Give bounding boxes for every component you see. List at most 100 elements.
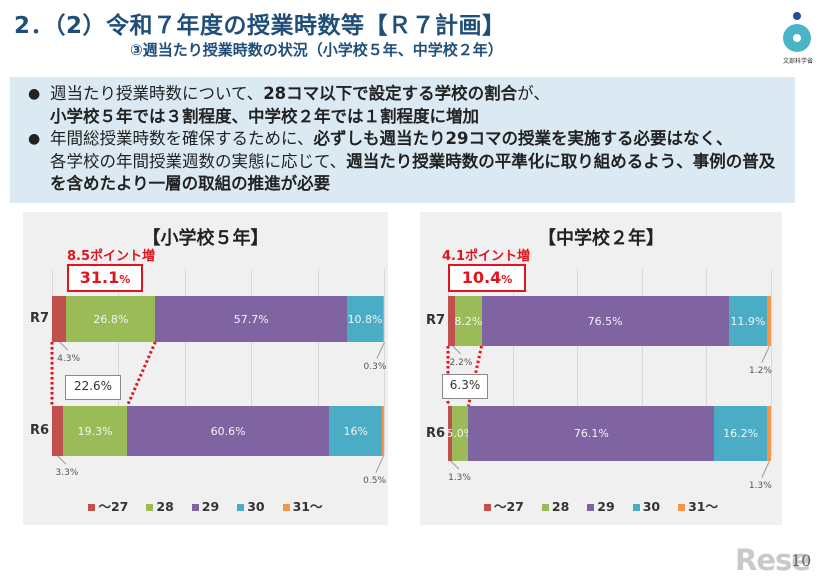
page-title: 2．（2）令和７年度の授業時数等【Ｒ７計画】: [14, 13, 506, 39]
legend-item: ～27: [88, 496, 128, 515]
legend-item: 29: [587, 499, 615, 514]
stacked-bar-r7: 8.2% 76.5% 11.9%: [448, 296, 771, 346]
legend-swatch-icon: [587, 504, 595, 511]
legend-item: 30: [632, 499, 660, 514]
bar-segment: 10.8%: [347, 296, 383, 342]
leader-line: [761, 346, 770, 363]
increase-label: 4.1ポイント増: [442, 249, 531, 264]
bar-segment: [766, 406, 771, 461]
legend-item: 30: [237, 499, 265, 514]
bar-segment: [52, 406, 63, 456]
summary-box: ● 週当たり授業時数について、28コマ以下で設定する学校の割合が、 小学校５年で…: [10, 77, 795, 203]
summary-bullet-2: ● 年間総授業時数を確保するために、必ずしも週当たり29コマの授業を実施する必要…: [20, 128, 785, 196]
bullet-2-text-2: 各学校の年間授業週数の実態に応じて、: [50, 151, 347, 171]
legend-item: 29: [191, 499, 219, 514]
bullet-1-text: 週当たり授業時数について、: [50, 84, 264, 103]
logo-wheel-icon: [783, 24, 811, 52]
row-label-r6: R6: [30, 423, 50, 438]
legend-swatch-icon: [282, 504, 290, 511]
bullet-1-bold-2: 小学校５年では３割程度、中学校２年では１割程度に増加: [50, 106, 479, 126]
chart-title: 【中学校２年】: [538, 228, 664, 249]
data-label: 4.3%: [57, 354, 81, 364]
legend-swatch-icon: [191, 504, 199, 511]
page-number: 10: [791, 551, 812, 570]
gridline: [577, 269, 579, 455]
legend-swatch-icon: [541, 504, 549, 511]
row-label-r7: R7: [30, 311, 50, 326]
gridline: [251, 269, 253, 455]
bar-segment: 19.3%: [62, 406, 128, 456]
bar-segment: 26.8%: [66, 296, 156, 342]
r6-total-box: 6.3%: [442, 374, 488, 399]
bar-segment: [382, 296, 384, 342]
bar-segment: 16.2%: [714, 406, 767, 461]
gridline: [641, 269, 643, 455]
legend-item: 31～: [678, 496, 718, 515]
data-label: 0.3%: [363, 362, 387, 372]
bar-segment: 5.0%: [446, 406, 474, 461]
data-label: 1.3%: [448, 473, 471, 483]
gridline: [184, 269, 186, 455]
chart-panel-elementary: 【小学校５年】 R7 4.3% 0.3% 26.8% 57.7% 10.8% R6 3.3% 0…: [23, 212, 388, 525]
gridline: [317, 269, 319, 455]
stacked-bar-r6: 19.3% 60.6% 16%: [52, 406, 384, 456]
bar-segment: 16%: [329, 406, 383, 456]
legend-item: 28: [541, 499, 569, 514]
leader-line: [451, 345, 461, 355]
bar-segment: 60.6%: [127, 406, 330, 456]
stacked-bar-r7: 26.8% 57.7% 10.8%: [52, 296, 384, 342]
leader-line: [761, 461, 770, 478]
bullet-icon: ●: [28, 86, 41, 102]
r7-total-box: 10.4%: [448, 264, 526, 292]
chart-panel-junior-high: 【中学校２年】 R7 2.2% 1.2% 8.2% 76.5% 11.9% R6 1.3% 1.…: [420, 212, 782, 525]
legend-swatch-icon: [88, 504, 96, 511]
data-label: 2.2%: [449, 358, 473, 368]
data-label: 1.3%: [748, 481, 772, 491]
summary-bullet-1: ● 週当たり授業時数について、28コマ以下で設定する学校の割合が、 小学校５年で…: [20, 83, 785, 128]
bar-segment: 11.9%: [728, 296, 768, 346]
bullet-2-bold-2: 週当たり授業時数の平準化に取り組めるよう、事例の普及を含めたより一層の取組の推進…: [50, 151, 776, 194]
data-label: 3.3%: [55, 468, 79, 478]
bar-segment: [52, 296, 67, 342]
legend-item: ～27: [483, 496, 524, 515]
legend-swatch-icon: [678, 504, 686, 511]
row-label-r7: R7: [426, 313, 446, 328]
bar-segment: 57.7%: [155, 296, 348, 342]
increase-label: 8.5ポイント増: [67, 249, 156, 264]
logo-label: 文部科学省: [782, 58, 813, 65]
bar-segment: [767, 296, 771, 346]
chart-title: 【小学校５年】: [142, 228, 269, 249]
bullet-2-text: 年間総授業時数を確保するために、: [50, 129, 314, 148]
leader-line: [57, 455, 67, 465]
bar-segment: 76.1%: [468, 406, 715, 461]
r6-total-box: 22.6%: [65, 375, 121, 400]
logo-dot-icon: [793, 12, 801, 20]
watermark-logo: Rese: [735, 543, 811, 577]
legend-swatch-icon: [237, 504, 245, 511]
page-subtitle: ③週当たり授業時数の状況（小学校５年、中学校２年）: [130, 41, 503, 59]
gridline: [384, 269, 385, 455]
bullet-icon: ●: [28, 131, 41, 147]
stacked-bar-r6: 5.0% 76.1% 16.2%: [446, 406, 771, 461]
gridline: [771, 269, 772, 455]
legend-item: 31～: [282, 496, 323, 515]
chart-legend: ～27 28 29 30 31～: [23, 496, 388, 515]
leader-line: [59, 341, 69, 351]
legend-item: 28: [146, 499, 174, 514]
leader-line: [450, 460, 460, 470]
legend-swatch-icon: [632, 504, 640, 511]
bullet-2-bold: 必ずしも週当たり29コマの授業を実施する必要はなく、: [313, 129, 733, 148]
gridline: [706, 269, 708, 455]
leader-line: [375, 456, 385, 473]
legend-swatch-icon: [483, 504, 491, 511]
bullet-1-bold: 28コマ以下で設定する学校の割合: [263, 84, 518, 103]
chart-legend: ～27 28 29 30 31～: [420, 496, 782, 515]
bar-segment: 8.2%: [454, 296, 482, 346]
gridline: [118, 269, 120, 455]
gridline: [512, 269, 514, 455]
row-label-r6: R6: [426, 425, 446, 441]
data-label: 0.5%: [363, 476, 387, 486]
data-label: 1.2%: [749, 366, 772, 376]
r7-total-box: 31.1%: [67, 264, 143, 292]
bar-segment: 76.5%: [481, 296, 729, 346]
